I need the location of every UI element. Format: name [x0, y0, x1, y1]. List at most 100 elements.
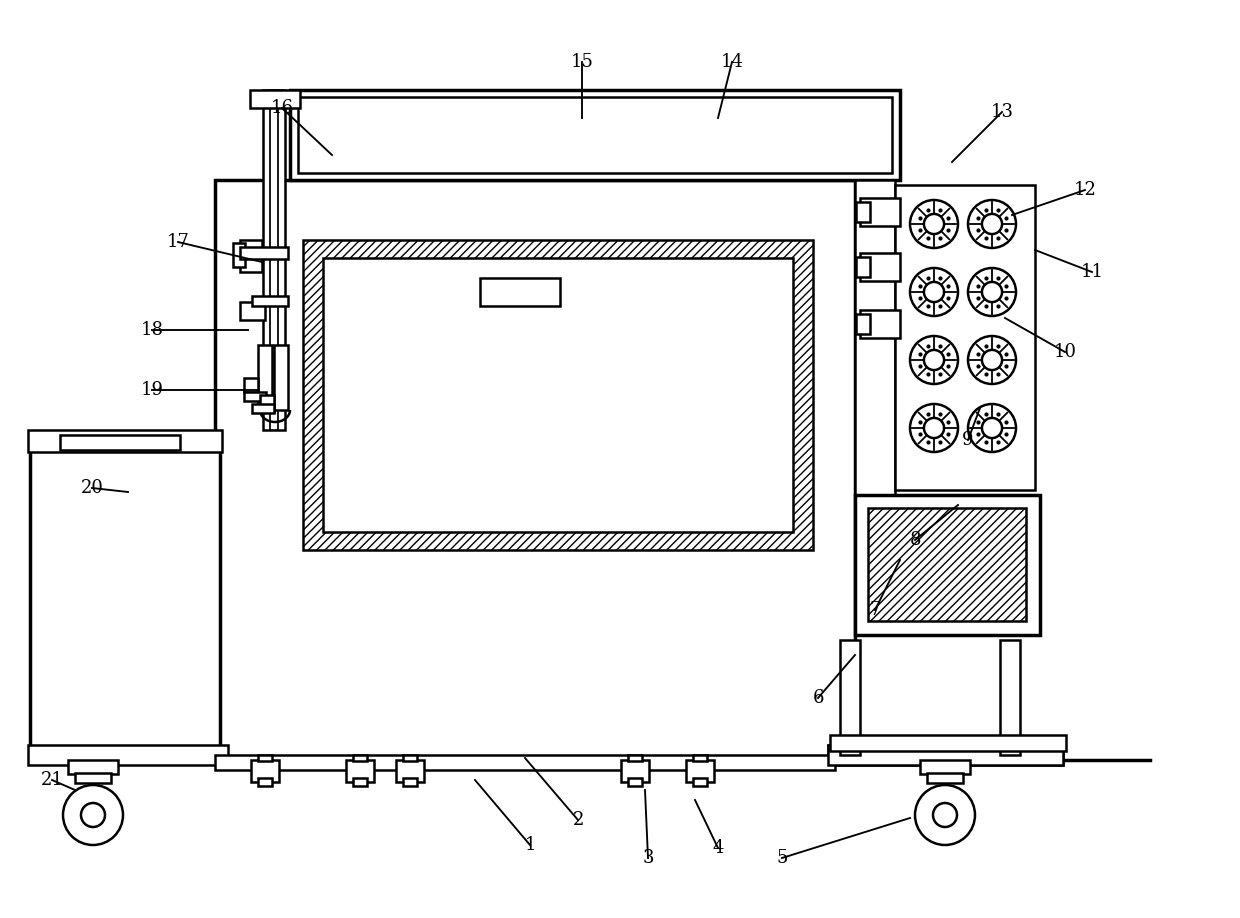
Bar — [252, 296, 288, 306]
Circle shape — [982, 350, 1002, 370]
Bar — [30, 450, 219, 760]
Circle shape — [968, 200, 1016, 248]
Bar — [403, 778, 417, 786]
Circle shape — [81, 803, 105, 827]
Bar — [252, 404, 274, 413]
Bar — [258, 755, 272, 761]
Bar — [270, 90, 278, 430]
Bar — [241, 302, 265, 320]
Text: 19: 19 — [140, 381, 164, 399]
Bar — [258, 778, 272, 786]
Bar — [627, 778, 642, 786]
Bar — [250, 90, 300, 108]
Circle shape — [924, 350, 944, 370]
Bar — [693, 778, 707, 786]
Bar — [274, 345, 288, 410]
Text: 20: 20 — [81, 479, 103, 497]
Circle shape — [932, 803, 957, 827]
Bar — [215, 180, 856, 760]
Text: 18: 18 — [140, 321, 164, 339]
Text: 2: 2 — [573, 811, 584, 829]
Circle shape — [915, 785, 975, 845]
Bar — [856, 257, 870, 277]
Bar — [244, 392, 267, 401]
Bar — [241, 247, 288, 259]
Text: 12: 12 — [1074, 181, 1096, 199]
Text: 6: 6 — [812, 689, 823, 707]
Text: 15: 15 — [570, 53, 594, 71]
Bar — [244, 378, 258, 392]
Bar — [258, 345, 272, 410]
Bar — [895, 185, 1035, 490]
Bar — [215, 755, 835, 770]
Bar — [233, 243, 246, 267]
Bar — [396, 760, 424, 782]
Text: 21: 21 — [41, 771, 63, 789]
Bar — [303, 240, 813, 550]
Bar — [74, 773, 112, 783]
Text: 3: 3 — [642, 849, 653, 867]
Text: 8: 8 — [909, 531, 921, 549]
Text: 13: 13 — [991, 103, 1013, 121]
Text: 4: 4 — [712, 839, 724, 857]
Bar — [480, 278, 560, 306]
Bar — [693, 755, 707, 761]
Bar — [828, 745, 1063, 765]
Circle shape — [968, 268, 1016, 316]
Bar — [868, 508, 1025, 621]
Bar — [856, 314, 870, 334]
Bar — [621, 760, 649, 782]
Bar — [839, 640, 861, 755]
Circle shape — [968, 336, 1016, 384]
Circle shape — [924, 418, 944, 438]
Circle shape — [910, 268, 959, 316]
Bar — [60, 435, 180, 450]
Bar — [353, 755, 367, 761]
Bar — [260, 395, 274, 412]
Circle shape — [982, 214, 1002, 234]
Circle shape — [982, 418, 1002, 438]
Text: 14: 14 — [720, 53, 744, 71]
Circle shape — [910, 404, 959, 452]
Bar — [856, 495, 1040, 635]
Text: 7: 7 — [869, 601, 880, 619]
Bar — [627, 755, 642, 761]
Bar — [346, 760, 374, 782]
Text: 10: 10 — [1054, 343, 1076, 361]
Circle shape — [910, 336, 959, 384]
Bar — [830, 735, 1066, 751]
Text: 11: 11 — [1080, 263, 1104, 281]
Text: 9: 9 — [962, 431, 973, 449]
Bar — [999, 640, 1021, 755]
Bar — [828, 745, 1063, 765]
Circle shape — [968, 404, 1016, 452]
Bar — [403, 755, 417, 761]
Bar — [861, 198, 900, 226]
Bar — [290, 90, 900, 180]
Text: 1: 1 — [525, 836, 536, 854]
Bar — [856, 202, 870, 222]
Text: 17: 17 — [166, 233, 190, 251]
Text: 5: 5 — [776, 849, 787, 867]
Circle shape — [63, 785, 123, 845]
Circle shape — [910, 200, 959, 248]
Bar — [298, 97, 892, 173]
Bar — [241, 240, 262, 272]
Circle shape — [982, 282, 1002, 302]
Bar — [29, 745, 228, 765]
Text: 16: 16 — [270, 99, 294, 117]
Bar — [861, 253, 900, 281]
Bar — [920, 760, 970, 774]
Bar — [856, 180, 895, 620]
Bar — [861, 310, 900, 338]
Bar — [686, 760, 714, 782]
Bar — [353, 778, 367, 786]
Bar — [29, 430, 222, 452]
Bar — [263, 90, 285, 430]
Bar — [250, 760, 279, 782]
Circle shape — [924, 282, 944, 302]
Bar — [68, 760, 118, 774]
Bar — [322, 258, 794, 532]
Circle shape — [924, 214, 944, 234]
Bar — [928, 773, 963, 783]
